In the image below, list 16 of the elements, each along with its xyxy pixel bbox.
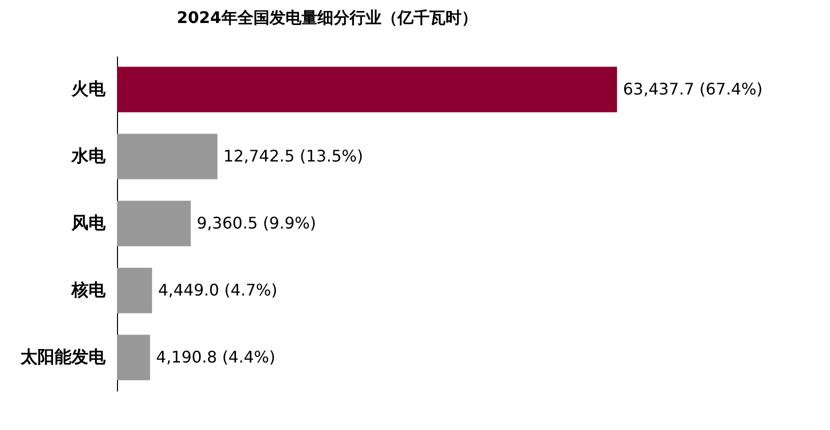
bar [117, 200, 191, 246]
y-tick-label: 风电 [70, 214, 106, 234]
data-label: 63,437.7 (67.4%) [623, 80, 763, 98]
bar [117, 268, 152, 314]
data-label: 4,449.0 (4.7%) [158, 280, 278, 300]
data-label: 12,742.5 (13.5%) [223, 146, 364, 166]
data-label: 4,190.8 (4.4%) [156, 348, 276, 366]
y-tick-label: 核电 [70, 280, 106, 300]
y-tick-label: 水电 [70, 146, 106, 166]
bar [117, 66, 617, 112]
data-label: 9,360.5 (9.9%) [196, 214, 316, 232]
y-tick-label: 火电 [72, 80, 106, 100]
bar [117, 134, 218, 180]
chart-title: 2024年全国发电量细分行业（亿千瓦时） [176, 8, 478, 27]
y-tick-label: 太阳能发电 [20, 348, 106, 368]
bar [117, 334, 150, 380]
